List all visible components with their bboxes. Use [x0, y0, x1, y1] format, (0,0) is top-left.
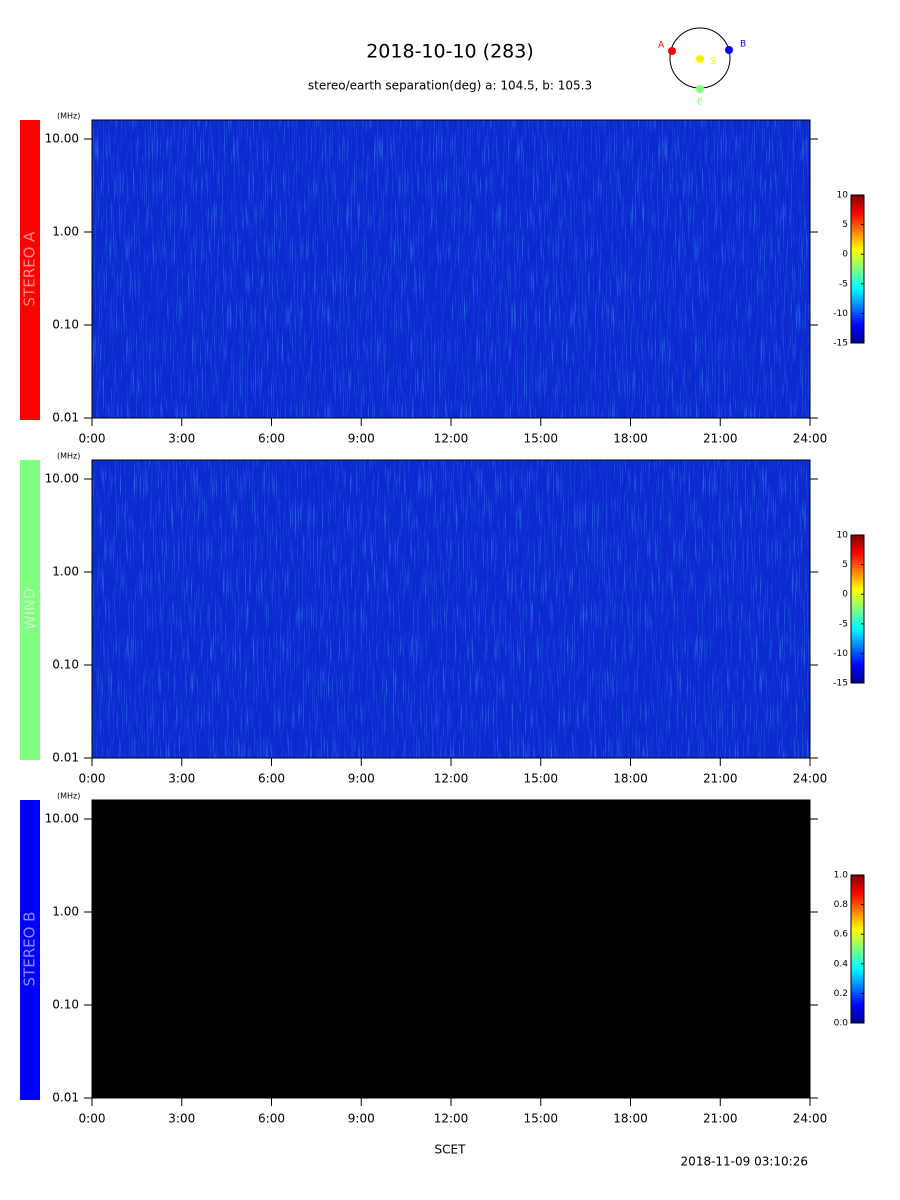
orbit-label: S [710, 57, 716, 67]
x-tick-label: 6:00 [258, 1112, 285, 1126]
x-tick-label: 0:00 [79, 772, 106, 786]
earth-dot [696, 85, 704, 93]
colorbar [850, 534, 865, 684]
timestamp: 2018-11-09 03:10:26 [681, 1155, 808, 1169]
y-tick-label: 1.00 [52, 224, 79, 238]
x-tick-label: 6:00 [258, 772, 285, 786]
y-tick-label: 0.01 [52, 411, 79, 425]
y-tick-label: 0.01 [52, 1091, 79, 1105]
y-tick-label: 1.00 [52, 904, 79, 918]
stereo-b-dot [725, 46, 733, 54]
colorbar-tick-label: 0.8 [834, 900, 849, 910]
colorbar-tick-label: 0 [842, 250, 848, 260]
y-tick-label: 10.00 [45, 131, 79, 145]
y-tick-label: 1.00 [52, 564, 79, 578]
orbit-label: B [740, 40, 746, 50]
panel-label-bar [20, 800, 40, 1100]
x-tick-label: 3:00 [168, 772, 195, 786]
colorbar-tick-label: -5 [839, 279, 848, 289]
x-tick-label: 6:00 [258, 432, 285, 446]
x-tick-label: 0:00 [79, 432, 106, 446]
colorbar-tick-label: 0.6 [834, 930, 849, 940]
spectrogram-texture [92, 460, 810, 758]
x-tick-label: 18:00 [613, 432, 648, 446]
title: 2018-10-10 (283) [366, 41, 534, 63]
x-tick-label: 24:00 [793, 1112, 828, 1126]
orbit-diagram: A B S E [658, 27, 746, 108]
colorbar-tick-label: -5 [839, 619, 848, 629]
x-tick-label: 21:00 [703, 432, 738, 446]
y-tick-label: 10.00 [45, 471, 79, 485]
orbit-label: A [658, 41, 665, 51]
x-tick-label: 12:00 [434, 772, 469, 786]
x-tick-label: 12:00 [434, 432, 469, 446]
colorbar-tick-label: -15 [833, 679, 848, 689]
colorbar [850, 874, 865, 1024]
panel: STEREO B (MHz) 0.01 0.10 1.00 10.00 0:00 3:00 6:… [20, 792, 865, 1126]
x-tick-label: 3:00 [168, 1112, 195, 1126]
x-tick-label: 9:00 [348, 772, 375, 786]
colorbar-tick-label: 0 [842, 590, 848, 600]
x-tick-label: 9:00 [348, 1112, 375, 1126]
colorbar-tick-label: 5 [842, 220, 848, 230]
x-tick-label: 24:00 [793, 432, 828, 446]
x-axis-label: SCET [435, 1143, 467, 1157]
x-tick-label: 18:00 [613, 1112, 648, 1126]
panel: STEREO A (MHz) 0.01 0.10 1.00 10.00 0:00 3:00 6:… [20, 112, 865, 446]
stereo-a-dot [668, 47, 676, 55]
spectrogram-texture [92, 120, 810, 418]
colorbar-tick-label: 0.2 [834, 989, 848, 999]
x-tick-label: 21:00 [703, 772, 738, 786]
colorbar [850, 194, 865, 344]
x-tick-label: 9:00 [348, 432, 375, 446]
y-unit: (MHz) [57, 112, 80, 121]
panel-label-bar [20, 120, 40, 420]
sun-dot [696, 55, 704, 63]
y-tick-label: 10.00 [45, 811, 79, 825]
colorbar-tick-label: -10 [833, 309, 848, 319]
panel-label: STEREO A [21, 231, 39, 307]
colorbar-tick-label: 0.0 [834, 1019, 849, 1029]
panel-label: WIND [21, 588, 39, 630]
x-tick-label: 0:00 [79, 1112, 106, 1126]
panel: WIND (MHz) 0.01 0.10 1.00 10.00 0:00 3:00 6:00 9:… [20, 452, 865, 786]
y-tick-label: 0.10 [52, 317, 79, 331]
x-tick-label: 24:00 [793, 772, 828, 786]
x-tick-label: 15:00 [523, 1112, 558, 1126]
x-tick-label: 18:00 [613, 772, 648, 786]
y-unit: (MHz) [57, 792, 80, 801]
y-tick-label: 0.10 [52, 657, 79, 671]
y-unit: (MHz) [57, 452, 80, 461]
spectrogram-background [92, 800, 810, 1098]
colorbar-tick-label: -15 [833, 339, 848, 349]
x-tick-label: 15:00 [523, 772, 558, 786]
x-tick-label: 21:00 [703, 1112, 738, 1126]
colorbar-tick-label: 10 [837, 191, 849, 201]
colorbar-tick-label: -10 [833, 649, 848, 659]
orbit-label: E [697, 98, 703, 108]
y-tick-label: 0.01 [52, 751, 79, 765]
subtitle: stereo/earth separation(deg) a: 104.5, b… [308, 79, 592, 93]
panel-label-bar [20, 460, 40, 760]
y-tick-label: 0.10 [52, 997, 79, 1011]
x-tick-label: 12:00 [434, 1112, 469, 1126]
x-tick-label: 3:00 [168, 432, 195, 446]
colorbar-tick-label: 5 [842, 560, 848, 570]
x-tick-label: 15:00 [523, 432, 558, 446]
colorbar-tick-label: 10 [837, 531, 849, 541]
colorbar-tick-label: 1.0 [834, 871, 849, 881]
panel-label: STEREO B [21, 912, 39, 987]
colorbar-tick-label: 0.4 [834, 959, 849, 969]
